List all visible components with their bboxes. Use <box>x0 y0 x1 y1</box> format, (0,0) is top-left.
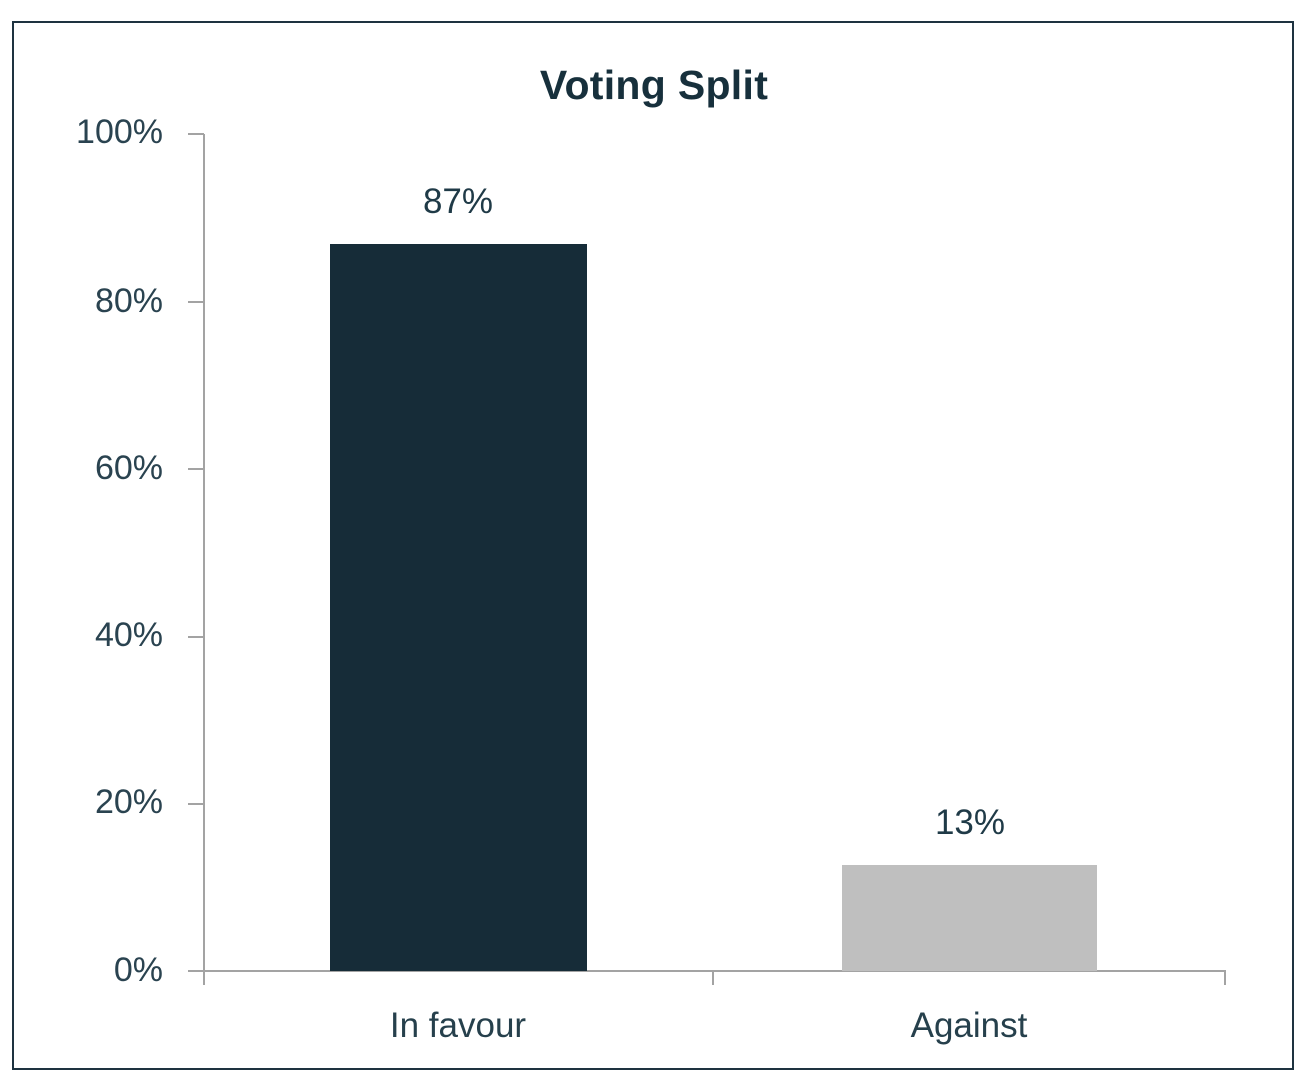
x-tick <box>1224 970 1226 985</box>
bar-value-label: 87% <box>422 182 494 221</box>
bar-value-label: 13% <box>934 803 1006 842</box>
x-tick <box>712 970 714 985</box>
y-tick <box>188 468 204 470</box>
bar-in-favour <box>330 244 587 971</box>
y-tick <box>188 803 204 805</box>
y-tick-label: 0% <box>113 951 163 989</box>
x-tick <box>203 970 205 985</box>
y-tick-label: 80% <box>94 282 163 320</box>
y-tick-label: 20% <box>94 783 163 821</box>
y-tick <box>188 301 204 303</box>
bar-against <box>842 865 1097 971</box>
x-axis <box>188 970 1226 972</box>
y-tick-label: 40% <box>94 616 163 654</box>
y-tick <box>188 133 204 135</box>
y-tick <box>188 636 204 638</box>
y-axis <box>203 134 205 972</box>
y-tick-label: 100% <box>76 113 163 151</box>
y-tick-label: 60% <box>94 449 163 487</box>
category-label-against: Against <box>910 1006 1028 1045</box>
chart-title: Voting Split <box>539 62 769 108</box>
category-label-in-favour: In favour <box>389 1006 527 1045</box>
